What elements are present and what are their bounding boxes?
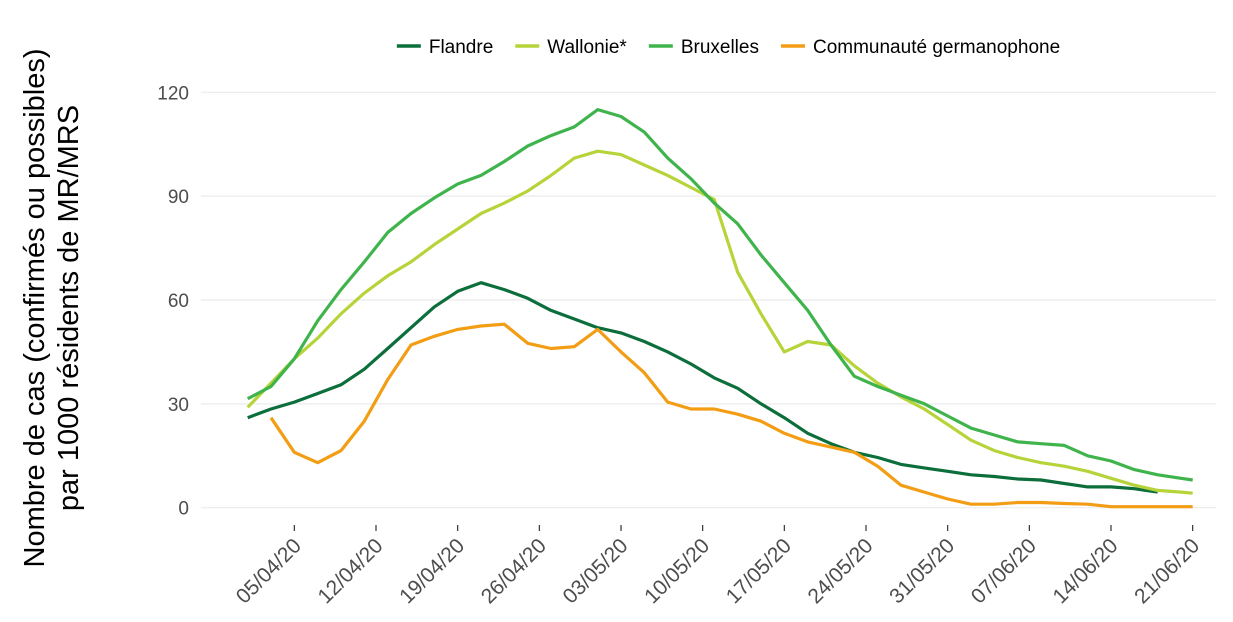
legend: Flandre Wallonie* Bruxelles Communauté germ… <box>396 37 1060 58</box>
series-line <box>246 149 1193 495</box>
y-tick-label: 30 <box>168 395 189 416</box>
x-tick-label: 10/05/20 <box>640 534 714 608</box>
legend-label: Flandre <box>429 37 493 58</box>
y-tick-label: 120 <box>157 83 189 104</box>
y-tick-label: 90 <box>168 187 189 208</box>
y-axis-label: par 1000 résidents de MR/MRS <box>53 105 85 511</box>
x-tick-label: 07/06/20 <box>967 534 1041 608</box>
y-tick-label: 60 <box>168 291 189 312</box>
legend-item: Flandre <box>396 37 493 58</box>
x-tick-label: 26/04/20 <box>477 534 551 608</box>
x-tick-label: 03/05/20 <box>558 534 632 608</box>
x-tick-label: 21/06/20 <box>1130 534 1204 608</box>
legend-item: Bruxelles <box>648 37 759 58</box>
legend-label: Communauté germanophone <box>813 37 1060 58</box>
legend-label: Bruxelles <box>681 37 759 58</box>
series-line <box>247 281 1158 494</box>
x-tick-label: 31/05/20 <box>885 534 959 608</box>
x-tick-label: 24/05/20 <box>803 534 877 608</box>
legend-item: Wallonie* <box>515 37 627 58</box>
y-axis-label: Nombre de cas (confirmés ou possibles) <box>19 49 51 568</box>
legend-item: Communauté germanophone <box>780 37 1060 58</box>
y-tick-label: 0 <box>178 499 189 520</box>
x-tick-label: 05/04/20 <box>232 534 306 608</box>
x-tick-label: 17/05/20 <box>722 534 796 608</box>
series-line <box>269 322 1193 509</box>
series-line <box>246 108 1193 482</box>
legend-label: Wallonie* <box>547 37 627 58</box>
x-tick-label: 14/06/20 <box>1048 534 1122 608</box>
x-tick-label: 12/04/20 <box>313 534 387 608</box>
x-tick-label: 19/04/20 <box>395 534 469 608</box>
